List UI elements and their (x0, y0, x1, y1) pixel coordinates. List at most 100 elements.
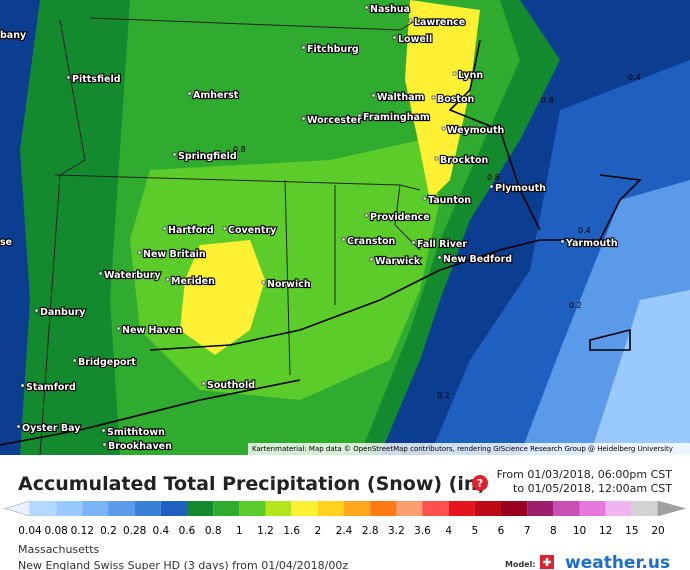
city-label: Providence (370, 212, 430, 223)
city-label: Norwich (267, 279, 311, 290)
colorbar-swatch (239, 501, 266, 516)
colorbar-swatch (370, 501, 397, 516)
city-dot (371, 93, 376, 98)
date-from: From 01/03/2018, 06:00pm CST (497, 468, 673, 481)
colorbar-tick-label: 0.12 (71, 525, 94, 537)
colorbar-tick-label: 1.6 (283, 525, 300, 537)
city-label: Boston (437, 94, 474, 105)
city-dot (357, 113, 362, 118)
city-label: Bridgeport (78, 357, 136, 368)
colorbar-tick-label: 2.8 (362, 525, 379, 537)
map: Nashua Lawrence Lowell Fitchburg Lynn Pittsfi… (0, 0, 690, 456)
help-icon[interactable] (472, 475, 488, 491)
city-dot (34, 308, 39, 313)
city-label: bany (0, 30, 27, 41)
coastline (0, 39, 642, 446)
colorbar-tick-label: 6 (498, 525, 505, 537)
city-label: Lowell (398, 34, 432, 45)
city-label: Framingham (363, 112, 430, 123)
city-dot (434, 156, 439, 161)
colorbar-swatch (422, 501, 449, 516)
city-label: Nashua (370, 4, 410, 15)
city-dot (165, 277, 170, 282)
contour-labels: 0.4 0.8 0.8 0.8 0.4 0.2 0.2 (233, 73, 641, 400)
city-dot (369, 257, 374, 262)
colorbar-tick-label: 5 (471, 525, 478, 537)
colorbar-swatch (344, 501, 371, 516)
attribution-bg (248, 443, 690, 455)
colorbar-tick-label: 0.6 (179, 525, 196, 537)
city-dot (187, 91, 192, 96)
colorbar-swatch (553, 501, 580, 516)
city-dot (441, 126, 446, 131)
city-dot (422, 196, 427, 201)
city-dot (364, 5, 369, 10)
city-label: Cranston (347, 236, 396, 247)
city-dot (411, 240, 416, 245)
colorbar-swatch (30, 501, 57, 516)
city-label: Oyster Bay (22, 423, 81, 434)
city-label: Fitchburg (307, 44, 359, 55)
city-dot (201, 381, 206, 386)
city-label: Hartford (168, 225, 214, 236)
colorbar-swatch (291, 501, 318, 516)
city-label: Pittsfield (72, 74, 121, 85)
colorbar-arrow (657, 500, 686, 517)
colorbar-swatch (448, 501, 475, 516)
brand[interactable]: weather.us (565, 553, 670, 570)
city-dot (137, 250, 142, 255)
city-dot (172, 152, 177, 157)
colorbar-tick-label: 1.2 (257, 525, 274, 537)
colorbar-tick-label: 0.4 (152, 525, 169, 537)
city-dot (261, 280, 266, 285)
city-label: Smithtown (107, 427, 165, 438)
colorbar-tick-label: 2.4 (336, 525, 353, 537)
city-dot (222, 226, 227, 231)
colorbar-swatch (501, 501, 528, 516)
city-dot (162, 226, 167, 231)
colorbar-tick-label: 0.8 (205, 525, 222, 537)
city-label: Waterbury (104, 270, 161, 281)
colorbar-swatch (265, 501, 292, 516)
colorbar-tick-label: 10 (573, 525, 586, 537)
city-dot (301, 116, 306, 121)
city-label: Warwick (375, 256, 421, 267)
city-dot (72, 358, 77, 363)
city-label: Brockton (440, 155, 488, 166)
colorbar-swatch (317, 501, 344, 516)
city-dot (66, 75, 71, 80)
borders (39, 17, 421, 456)
city-dot (102, 442, 107, 447)
city-label: Taunton (428, 195, 471, 206)
city-label: Amherst (193, 90, 239, 101)
contour-label: 0.8 (233, 145, 246, 154)
precip-zone (590, 290, 690, 455)
city-dot (489, 184, 494, 189)
colorbar-tick-label: 4 (445, 525, 452, 537)
city-dot (560, 239, 565, 244)
city-label: Worcester (307, 115, 362, 126)
city-label: New Bedford (443, 254, 512, 265)
city-label: Southold (207, 380, 255, 391)
city-dot (116, 326, 121, 331)
colorbar-arrow (4, 500, 31, 517)
contour-label: 0.8 (541, 96, 554, 105)
city-dot (341, 237, 346, 242)
colorbar: 0.04 0.08 0.12 0.2 0.28 0.4 0.6 0.8 1 1.2 1.6 2 2.4 2… (4, 500, 686, 537)
city-label: Yarmouth (565, 238, 618, 249)
city-label: Stamford (26, 382, 76, 393)
colorbar-tick-label: 3.2 (388, 525, 405, 537)
city-dot (101, 428, 106, 433)
city-label: Fall River (417, 239, 467, 250)
city-label: Danbury (40, 307, 86, 318)
city-label: Meriden (171, 276, 215, 287)
colorbar-tick-label: 0.08 (44, 525, 67, 537)
city-dot (364, 213, 369, 218)
precip-zone (405, 0, 480, 200)
swiss-cross (543, 558, 551, 566)
city-label: New Britain (143, 249, 206, 260)
contour-label: 0.8 (487, 173, 500, 182)
colorbar-tick-label: 12 (599, 525, 612, 537)
city-dot (452, 71, 457, 76)
